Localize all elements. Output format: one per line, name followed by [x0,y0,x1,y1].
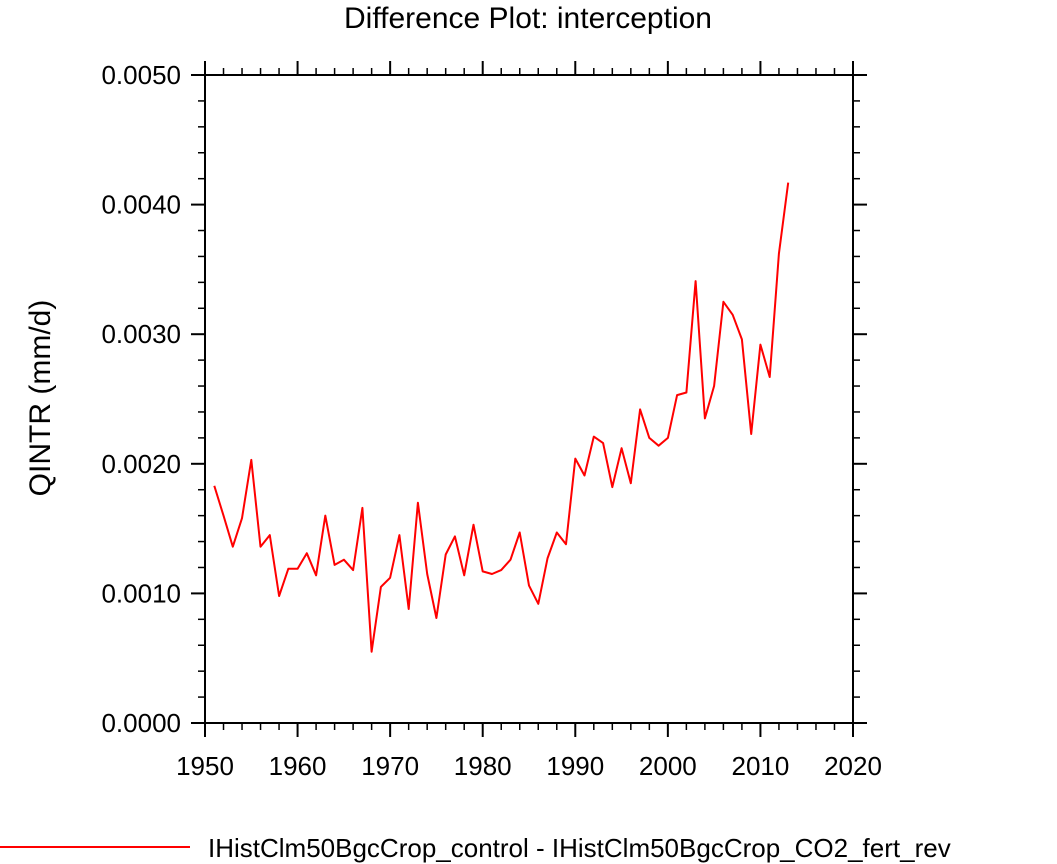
x-tick-label: 1960 [269,751,327,781]
x-tick-label: 1990 [546,751,604,781]
chart-title: Difference Plot: interception [344,2,712,35]
legend: IHistClm50BgcCrop_control - IHistClm50Bg… [0,833,951,863]
y-tick-label: 0.0020 [101,449,181,479]
y-tick-label: 0.0040 [101,190,181,220]
plot-frame [204,74,854,724]
x-tick-label: 1970 [361,751,419,781]
y-tick-label: 0.0050 [101,60,181,90]
x-tick-label: 1980 [454,751,512,781]
axis-ticks [191,61,867,737]
y-tick-label: 0.0000 [101,708,181,738]
x-tick-label: 2000 [639,751,697,781]
series-points [214,182,788,651]
y-tick-label: 0.0010 [101,578,181,608]
x-tick-label: 2010 [732,751,790,781]
y-tick-label: 0.0030 [101,319,181,349]
series-line [213,182,790,653]
y-axis-label: QINTR (mm/d) [24,300,57,497]
axis-tick-labels: 1950 1960 1970 1980 1990 2000 2010 2020 0.0000 0.… [101,60,881,781]
series-layer [213,182,790,653]
x-tick-label: 1950 [176,751,234,781]
x-tick-label: 2020 [824,751,882,781]
legend-series-label: IHistClm50BgcCrop_control - IHistClm50Bg… [208,833,951,863]
